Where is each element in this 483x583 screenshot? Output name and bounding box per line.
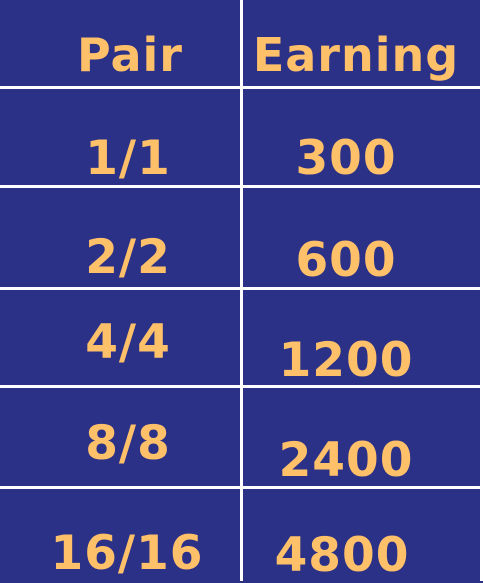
earning-cell: 300 <box>295 131 397 186</box>
header-pair: Pair <box>77 28 183 82</box>
row-divider <box>0 86 483 89</box>
earning-cell: 4800 <box>274 528 410 583</box>
row-divider <box>0 385 483 388</box>
earning-cell: 600 <box>295 233 397 288</box>
row-divider <box>0 287 483 290</box>
row-divider <box>0 185 483 188</box>
header-earning: Earning <box>252 28 460 82</box>
column-divider <box>240 0 243 581</box>
earning-cell: 2400 <box>278 433 414 488</box>
right-border <box>480 0 483 581</box>
pair-cell: 1/1 <box>85 131 171 186</box>
row-divider <box>0 486 483 489</box>
pair-cell: 2/2 <box>85 230 171 285</box>
pair-cell: 4/4 <box>85 315 171 370</box>
pair-cell: 8/8 <box>85 416 171 471</box>
earning-cell: 1200 <box>278 333 414 388</box>
pair-cell: 16/16 <box>50 526 204 581</box>
